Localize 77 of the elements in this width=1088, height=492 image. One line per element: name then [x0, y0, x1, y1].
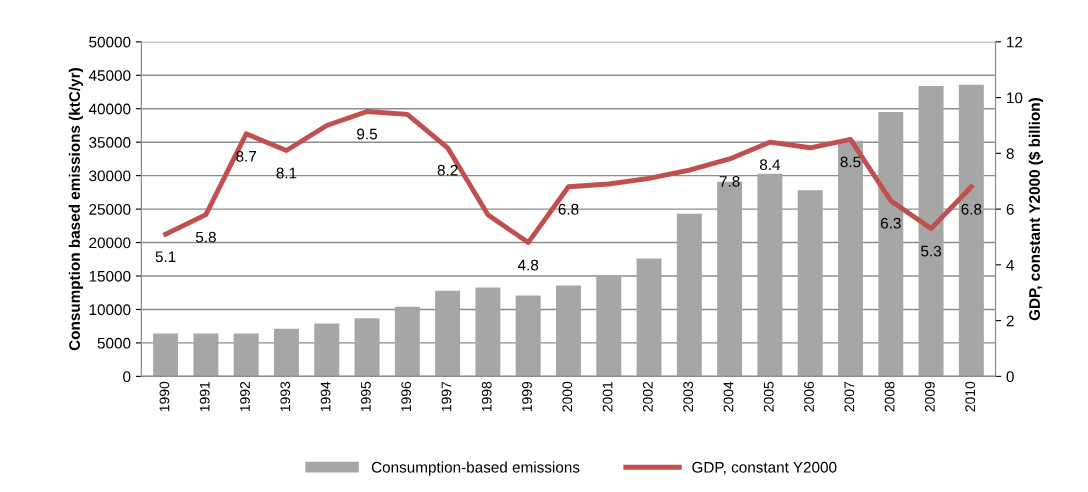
x-tick-label: 1993 [280, 381, 291, 412]
x-tick-label: 2008 [884, 381, 895, 412]
x-tick-label: 2007 [844, 381, 855, 412]
x-tick-label: 2003 [683, 381, 694, 412]
y2-tick-label: 6 [1006, 203, 1014, 215]
bar [475, 287, 501, 377]
x-tick-label: 1996 [401, 381, 412, 412]
y-axis-title: Consumption based emissions (ktC/yr) [68, 68, 83, 351]
data-label: 5.1 [155, 251, 176, 263]
bar [435, 290, 461, 377]
y2-tick-label: 4 [1006, 259, 1014, 271]
x-tick-label: 2009 [924, 381, 935, 412]
x-tick-label: 2000 [562, 381, 573, 412]
y-tick-label: 35000 [89, 137, 131, 148]
bar [233, 333, 259, 377]
data-label: 6.8 [961, 203, 982, 215]
y-tick-label: 45000 [88, 70, 131, 81]
y-tick-label: 30000 [89, 170, 131, 182]
y-tick-label: 40000 [88, 103, 131, 115]
x-tick-label: 2002 [642, 381, 653, 412]
y-tick-label: 15000 [89, 270, 131, 282]
bar [314, 323, 340, 377]
bar [676, 213, 702, 377]
bar [394, 306, 420, 377]
data-label: 8.4 [759, 159, 781, 171]
y2-tick-label: 12 [1007, 36, 1023, 48]
bar [354, 318, 380, 377]
data-label: 9.5 [357, 128, 378, 140]
x-tick-label: 1995 [360, 381, 371, 412]
legend-label: GDP, constant Y2000 [692, 461, 837, 475]
bar [636, 258, 662, 377]
bar [878, 112, 904, 377]
y-tick-label: 0 [123, 371, 131, 383]
data-label: 8.5 [840, 156, 861, 168]
bar [918, 85, 944, 377]
x-tick-label: 2001 [602, 381, 613, 412]
x-tick-label: 1999 [522, 381, 532, 412]
data-label: 8.1 [276, 167, 297, 179]
y-tick-label: 50000 [89, 36, 131, 48]
bar [193, 333, 219, 377]
x-tick-label: 2005 [763, 381, 774, 412]
data-label: 8.7 [236, 150, 257, 162]
data-label: 6.3 [880, 217, 901, 229]
x-tick-label: 1997 [441, 381, 452, 412]
data-label: 7.8 [719, 175, 740, 187]
bar [838, 140, 863, 377]
x-tick-label: 2006 [804, 381, 814, 412]
bar [797, 190, 823, 377]
bar [273, 328, 299, 377]
data-label: 4.8 [517, 259, 539, 271]
y2-tick-label: 8 [1006, 148, 1014, 160]
x-tick-label: 2004 [723, 381, 734, 412]
x-tick-label: 1994 [320, 381, 331, 412]
x-tick-label: 1998 [481, 381, 492, 412]
bar [515, 295, 541, 377]
data-label: 6.8 [558, 203, 579, 215]
y-tick-label: 10000 [89, 304, 131, 316]
data-label: 5.3 [921, 245, 942, 257]
y-tick-label: 5000 [97, 337, 131, 349]
x-tick-label: 1991 [199, 381, 210, 412]
data-label: 5.8 [195, 231, 216, 243]
bar [596, 275, 622, 377]
x-tick-label: 1992 [240, 381, 250, 412]
y2-axis-title: GDP, constant Y2000 ($ billion) [1028, 98, 1043, 321]
bar [153, 333, 179, 377]
bar [958, 84, 984, 377]
data-label: 8.2 [437, 164, 458, 176]
x-tick-label: 2010 [965, 381, 976, 412]
y2-tick-label: 0 [1006, 371, 1014, 383]
y-tick-label: 25000 [89, 203, 131, 215]
y2-tick-label: 2 [1006, 315, 1014, 327]
y-tick-label: 20000 [89, 237, 131, 249]
legend-label: Consumption-based emissions [371, 461, 580, 476]
bar [555, 285, 581, 377]
x-tick-label: 1990 [159, 381, 170, 412]
y2-tick-label: 10 [1007, 92, 1023, 104]
bar [757, 173, 783, 377]
